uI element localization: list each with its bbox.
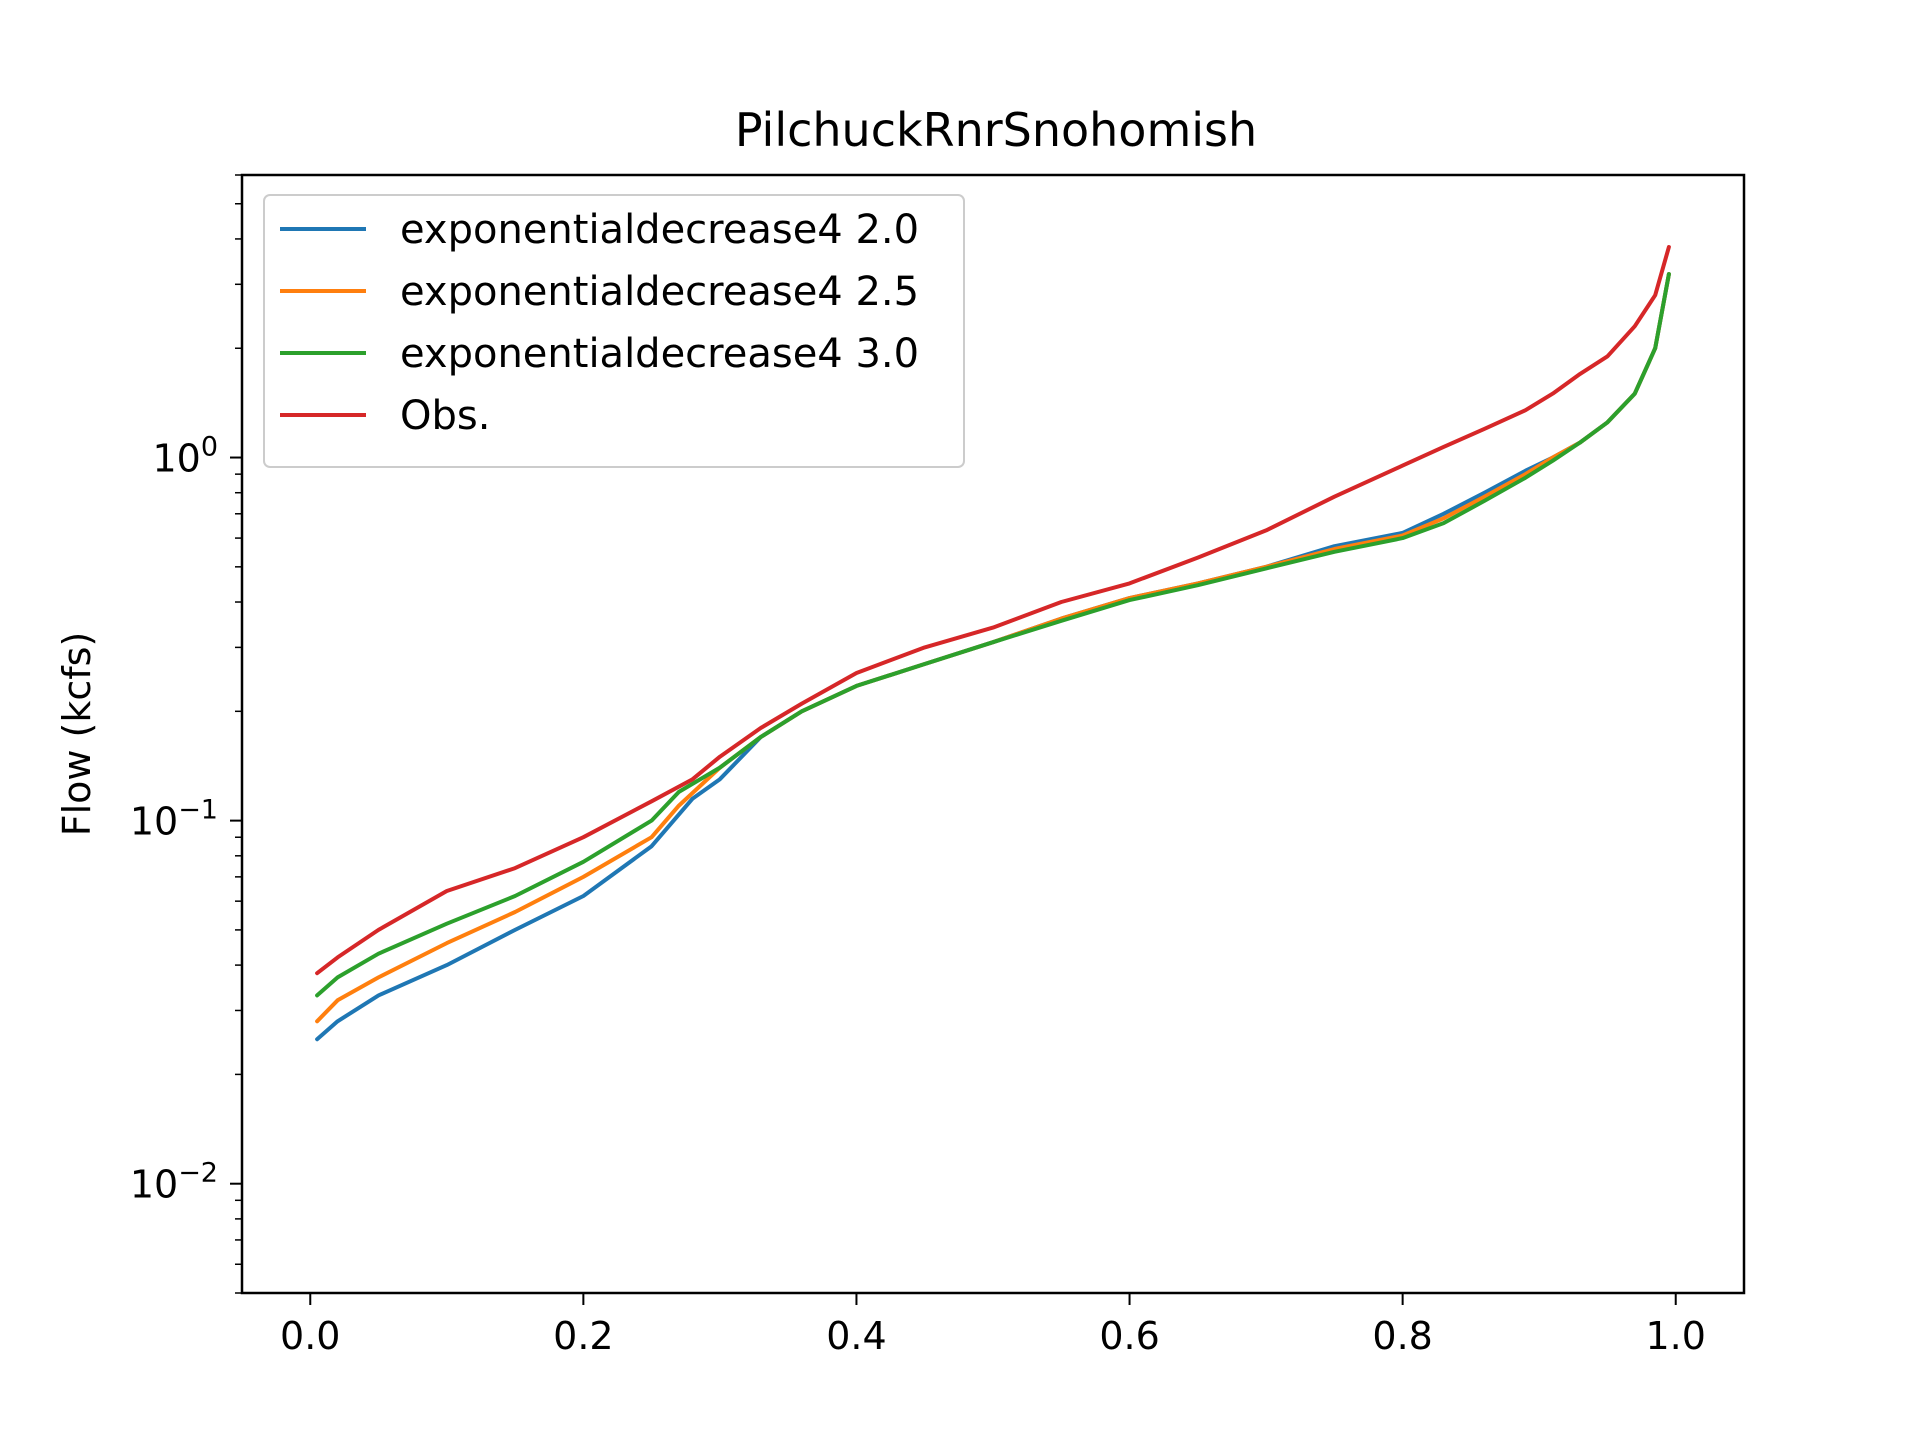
- x-tick-label: 0.2: [553, 1314, 613, 1358]
- plot-lines: [315, 245, 1671, 1042]
- plot-frame: [240, 173, 1746, 1295]
- y-axis-label: Flow (kcfs): [55, 632, 99, 837]
- x-tick-label: 1.0: [1646, 1314, 1706, 1358]
- legend-box: [263, 194, 965, 468]
- y-tick-label: 10−1: [130, 795, 218, 844]
- y-tick-label: 100: [152, 432, 218, 481]
- series-line-4: [315, 245, 1671, 976]
- legend-label: exponentialdecrease4 2.5: [400, 269, 919, 315]
- x-axis: 0.0 0.2 0.4 0.6 0.8 1.0: [280, 1293, 1706, 1358]
- x-tick-label: 0.6: [1099, 1314, 1159, 1358]
- legend: exponentialdecrease4 2.0 exponentialdecre…: [263, 194, 965, 468]
- legend-label: exponentialdecrease4 2.0: [400, 207, 919, 253]
- legend-label: Obs.: [400, 393, 490, 439]
- x-tick-label: 0.8: [1372, 1314, 1432, 1358]
- y-tick-label: 10−2: [130, 1158, 218, 1207]
- x-tick-label: 0.0: [280, 1314, 340, 1358]
- series-line-3: [315, 272, 1671, 998]
- chart-title: PilchuckRnrSnohomish: [735, 103, 1257, 157]
- x-tick-label: 0.4: [826, 1314, 886, 1358]
- legend-label: exponentialdecrease4 3.0: [400, 331, 919, 377]
- y-axis: 100 10−1 10−2: [130, 174, 242, 1294]
